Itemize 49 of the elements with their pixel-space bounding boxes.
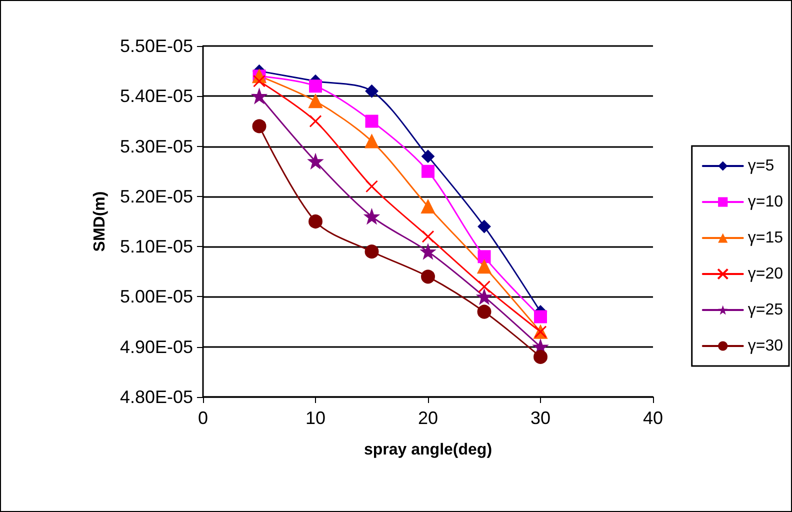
y-tick-label: 4.80E-05 xyxy=(120,387,193,407)
legend-label: γ=5 xyxy=(748,158,774,174)
point xyxy=(253,74,266,88)
point xyxy=(366,180,378,193)
point xyxy=(421,270,435,284)
y-tick-label: 5.50E-05 xyxy=(120,36,193,56)
point xyxy=(309,114,322,128)
point xyxy=(364,208,380,224)
point xyxy=(252,119,266,134)
point xyxy=(478,280,490,293)
point xyxy=(422,150,434,163)
y-tick-label: 5.00E-05 xyxy=(120,286,193,307)
point xyxy=(477,304,492,319)
point xyxy=(308,94,322,108)
point xyxy=(422,164,434,178)
point xyxy=(252,88,267,104)
legend-label: γ=15 xyxy=(748,230,784,246)
point xyxy=(308,214,322,228)
y-tick-label: 5.30E-05 xyxy=(120,136,193,156)
x-tick-label: 0 xyxy=(198,408,208,428)
legend-label: γ=20 xyxy=(748,266,784,282)
point xyxy=(422,230,434,243)
x-tick-label: 40 xyxy=(642,408,664,428)
point xyxy=(365,114,378,128)
y-axis-title: SMD(m) xyxy=(92,191,108,252)
point xyxy=(308,154,323,169)
x-axis-title: spray angle(deg) xyxy=(364,442,492,458)
point xyxy=(534,350,548,364)
x-tick-label: 20 xyxy=(418,408,438,428)
point xyxy=(534,310,547,324)
point xyxy=(477,260,492,274)
point xyxy=(476,289,492,304)
point xyxy=(364,244,379,259)
x-tick-label: 30 xyxy=(530,408,551,428)
point xyxy=(478,220,491,234)
y-tick-label: 5.20E-05 xyxy=(120,186,193,206)
point xyxy=(364,134,379,148)
legend-label: γ=30 xyxy=(748,338,784,354)
point xyxy=(421,199,435,214)
y-tick-label: 5.10E-05 xyxy=(120,236,193,257)
point xyxy=(365,84,378,98)
legend-label: γ=10 xyxy=(748,194,784,210)
legend-label: γ=25 xyxy=(748,302,784,318)
point xyxy=(309,80,322,93)
x-tick-label: 10 xyxy=(305,408,326,428)
point xyxy=(420,244,436,260)
point xyxy=(478,250,491,264)
y-tick-label: 4.90E-05 xyxy=(120,336,193,357)
y-tick-label: 5.40E-05 xyxy=(120,86,193,106)
